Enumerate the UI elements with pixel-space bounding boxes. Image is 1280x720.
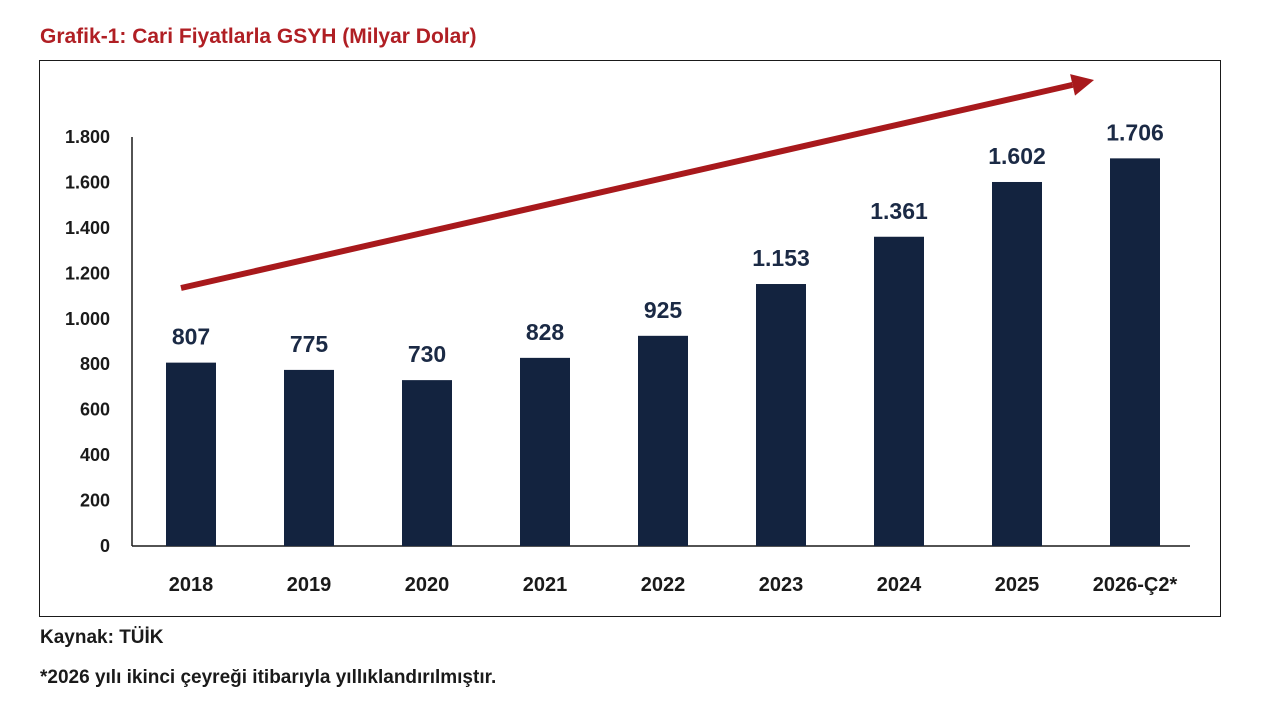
x-tick-label: 2022: [641, 574, 686, 596]
footnote: *2026 yılı ikinci çeyreği itibarıyla yıl…: [40, 667, 497, 688]
y-tick-label: 200: [80, 491, 110, 511]
data-label: 925: [644, 297, 683, 323]
x-tick-label: 2024: [877, 574, 922, 596]
x-tick-label: 2021: [523, 574, 568, 596]
trend-arrow-line: [180, 81, 1074, 291]
bar: [756, 284, 806, 546]
data-label: 1.706: [1106, 119, 1164, 145]
bar: [992, 181, 1042, 546]
data-label: 1.602: [988, 143, 1046, 169]
data-label: 1.361: [870, 198, 928, 224]
x-tick-label: 2026-Ç2*: [1093, 574, 1178, 596]
y-tick-label: 1.600: [65, 172, 110, 192]
y-tick-label: 600: [80, 400, 110, 420]
bar: [1110, 158, 1160, 546]
y-tick-label: 1.000: [65, 309, 110, 329]
y-tick-label: 1.200: [65, 263, 110, 283]
x-tick-label: 2025: [995, 574, 1040, 596]
chart-frame: 0 200 400 600 800 1.000 1.200 1.400 1.600 1.800 80…: [39, 60, 1221, 617]
y-tick-label: 1.800: [65, 127, 110, 147]
x-tick-label: 2020: [405, 574, 450, 596]
data-label: 775: [290, 331, 329, 357]
data-label: 828: [526, 319, 565, 345]
y-tick-label: 0: [100, 536, 110, 556]
chart-title: Grafik-1: Cari Fiyatlarla GSYH (Milyar D…: [40, 25, 477, 48]
data-label: 1.153: [752, 245, 810, 271]
bar: [638, 335, 688, 546]
data-label: 807: [172, 324, 210, 350]
bar: [520, 357, 570, 546]
bar: [166, 362, 216, 546]
x-tick-label: 2023: [759, 574, 804, 596]
y-tick-label: 400: [80, 445, 110, 465]
x-tick-label: 2018: [169, 574, 214, 596]
source-note: Kaynak: TÜİK: [40, 627, 164, 648]
bar: [284, 369, 334, 546]
x-tick-label: 2019: [287, 574, 332, 596]
trend-arrow-head: [1070, 74, 1094, 96]
bar: [402, 380, 452, 546]
bar: [874, 236, 924, 546]
y-tick-label: 800: [80, 354, 110, 374]
data-label: 730: [408, 341, 446, 367]
y-tick-label: 1.400: [65, 218, 110, 238]
bar-chart: 0 200 400 600 800 1.000 1.200 1.400 1.600 1.800 80…: [65, 74, 1190, 596]
